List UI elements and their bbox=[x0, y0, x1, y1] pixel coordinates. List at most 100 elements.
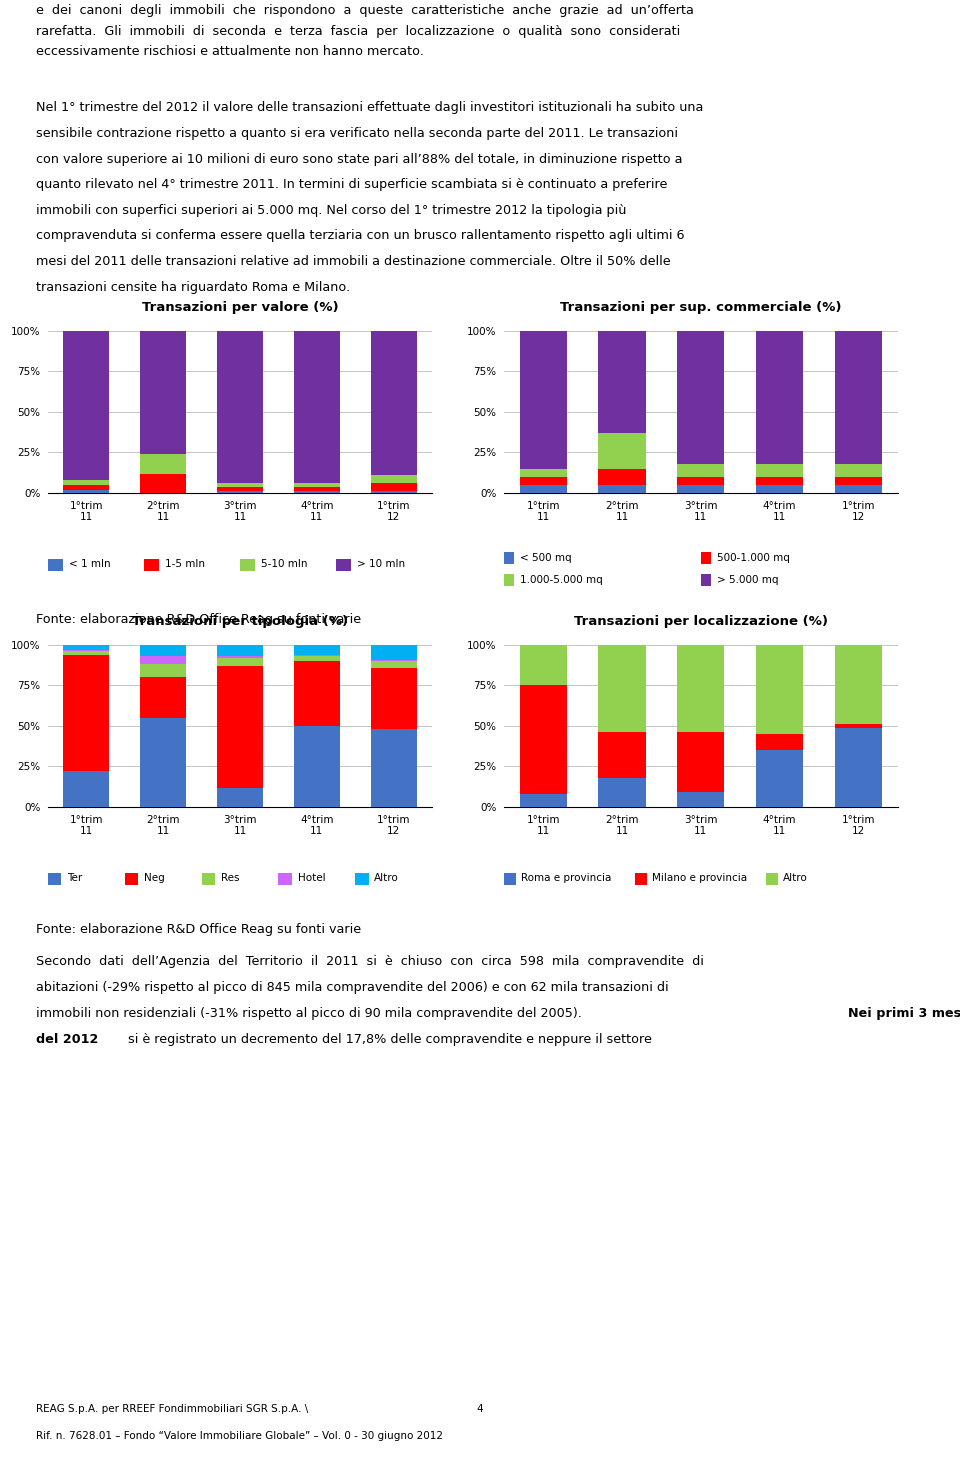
Text: < 1 mln: < 1 mln bbox=[69, 558, 110, 569]
Bar bbox=[294, 491, 340, 493]
Bar bbox=[834, 486, 882, 493]
Bar bbox=[144, 558, 159, 570]
Bar bbox=[677, 644, 725, 732]
Bar bbox=[140, 331, 186, 453]
Bar bbox=[371, 475, 417, 483]
Bar bbox=[519, 477, 567, 486]
Text: rarefatta.  Gli  immobili  di  seconda  e  terza  fascia  per  localizzazione  o: rarefatta. Gli immobili di seconda e ter… bbox=[36, 25, 681, 38]
Text: sensibile contrazione rispetto a quanto si era verificato nella seconda parte de: sensibile contrazione rispetto a quanto … bbox=[36, 127, 679, 140]
Bar bbox=[598, 486, 646, 493]
Bar bbox=[598, 777, 646, 806]
Bar bbox=[294, 487, 340, 491]
Bar bbox=[217, 483, 263, 487]
Bar bbox=[598, 331, 646, 433]
Bar bbox=[294, 331, 340, 483]
Text: 5-10 mln: 5-10 mln bbox=[261, 558, 307, 569]
Text: < 500 mq: < 500 mq bbox=[519, 553, 571, 563]
Bar bbox=[63, 331, 109, 480]
Bar bbox=[48, 558, 63, 570]
Bar bbox=[140, 644, 186, 656]
Bar bbox=[278, 872, 292, 885]
Bar bbox=[63, 655, 109, 771]
Bar bbox=[294, 660, 340, 726]
Text: 1-5 mln: 1-5 mln bbox=[165, 558, 205, 569]
Bar bbox=[504, 574, 514, 586]
Bar bbox=[701, 574, 710, 586]
Text: Hotel: Hotel bbox=[298, 873, 325, 884]
Text: Secondo  dati  dell’Agenzia  del  Territorio  il  2011  si  è  chiuso  con  circ: Secondo dati dell’Agenzia del Territorio… bbox=[36, 955, 705, 968]
Bar bbox=[677, 464, 725, 477]
Bar bbox=[240, 558, 255, 570]
Bar bbox=[519, 644, 567, 685]
Bar bbox=[701, 553, 710, 564]
Bar bbox=[598, 644, 646, 732]
Bar bbox=[63, 771, 109, 806]
Text: Nei primi 3 mesi: Nei primi 3 mesi bbox=[848, 1007, 960, 1021]
Bar bbox=[371, 644, 417, 659]
Bar bbox=[371, 668, 417, 729]
Bar bbox=[294, 483, 340, 487]
Title: Transazioni per valore (%): Transazioni per valore (%) bbox=[142, 300, 338, 313]
Bar bbox=[125, 872, 138, 885]
Bar bbox=[63, 486, 109, 490]
Bar bbox=[63, 480, 109, 486]
Bar bbox=[294, 644, 340, 655]
Bar bbox=[519, 486, 567, 493]
Bar bbox=[834, 644, 882, 725]
Title: Transazioni per sup. commerciale (%): Transazioni per sup. commerciale (%) bbox=[560, 300, 842, 313]
Bar bbox=[336, 558, 351, 570]
Bar bbox=[834, 331, 882, 464]
Bar bbox=[294, 656, 340, 660]
Bar bbox=[598, 468, 646, 486]
Text: > 10 mln: > 10 mln bbox=[357, 558, 405, 569]
Bar bbox=[217, 644, 263, 656]
Bar bbox=[371, 483, 417, 491]
Bar bbox=[202, 872, 215, 885]
Bar bbox=[756, 477, 804, 486]
Text: Altro: Altro bbox=[374, 873, 399, 884]
Text: Fonte: elaborazione R&D Office Reag su fonti varie: Fonte: elaborazione R&D Office Reag su f… bbox=[36, 923, 362, 936]
Text: Altro: Altro bbox=[783, 873, 807, 884]
Text: eccessivamente rischiosi e attualmente non hanno mercato.: eccessivamente rischiosi e attualmente n… bbox=[36, 45, 424, 58]
Bar bbox=[371, 331, 417, 475]
Text: si è registrato un decremento del 17,8% delle compravendite e neppure il settore: si è registrato un decremento del 17,8% … bbox=[128, 1034, 652, 1047]
Title: Transazioni per tipologia (%): Transazioni per tipologia (%) bbox=[132, 615, 348, 628]
Text: Res: Res bbox=[221, 873, 239, 884]
Bar bbox=[371, 729, 417, 806]
Text: Neg: Neg bbox=[144, 873, 165, 884]
Bar bbox=[598, 433, 646, 468]
Bar bbox=[355, 872, 369, 885]
Bar bbox=[140, 474, 186, 493]
Bar bbox=[519, 795, 567, 806]
Bar bbox=[834, 477, 882, 486]
Bar bbox=[63, 650, 109, 652]
Bar bbox=[48, 872, 61, 885]
Text: del 2012: del 2012 bbox=[36, 1034, 104, 1047]
Bar bbox=[756, 464, 804, 477]
Bar bbox=[294, 655, 340, 656]
Bar bbox=[504, 872, 516, 885]
Text: immobili non residenziali (-31% rispetto al picco di 90 mila compravendite del 2: immobili non residenziali (-31% rispetto… bbox=[36, 1007, 587, 1021]
Bar bbox=[140, 717, 186, 806]
Bar bbox=[140, 665, 186, 678]
Text: Rif. n. 7628.01 – Fondo “Valore Immobiliare Globale” – Vol. 0 - 30 giugno 2012: Rif. n. 7628.01 – Fondo “Valore Immobili… bbox=[36, 1432, 444, 1442]
Bar bbox=[371, 659, 417, 660]
Text: 4: 4 bbox=[477, 1404, 483, 1414]
Bar bbox=[217, 487, 263, 491]
Text: compravenduta si conferma essere quella terziaria con un brusco rallentamento ri: compravenduta si conferma essere quella … bbox=[36, 229, 685, 242]
Bar bbox=[371, 491, 417, 493]
Bar bbox=[217, 787, 263, 806]
Bar bbox=[677, 792, 725, 806]
Text: 1.000-5.000 mq: 1.000-5.000 mq bbox=[519, 574, 603, 585]
Bar bbox=[63, 644, 109, 650]
Bar bbox=[766, 872, 779, 885]
Text: transazioni censite ha riguardato Roma e Milano.: transazioni censite ha riguardato Roma e… bbox=[36, 281, 350, 293]
Bar bbox=[504, 553, 514, 564]
Bar bbox=[63, 652, 109, 655]
Bar bbox=[677, 331, 725, 464]
Bar bbox=[217, 656, 263, 658]
Bar bbox=[756, 486, 804, 493]
Bar bbox=[519, 331, 567, 468]
Text: e  dei  canoni  degli  immobili  che  rispondono  a  queste  caratteristiche  an: e dei canoni degli immobili che rispondo… bbox=[36, 4, 694, 17]
Bar bbox=[598, 732, 646, 777]
